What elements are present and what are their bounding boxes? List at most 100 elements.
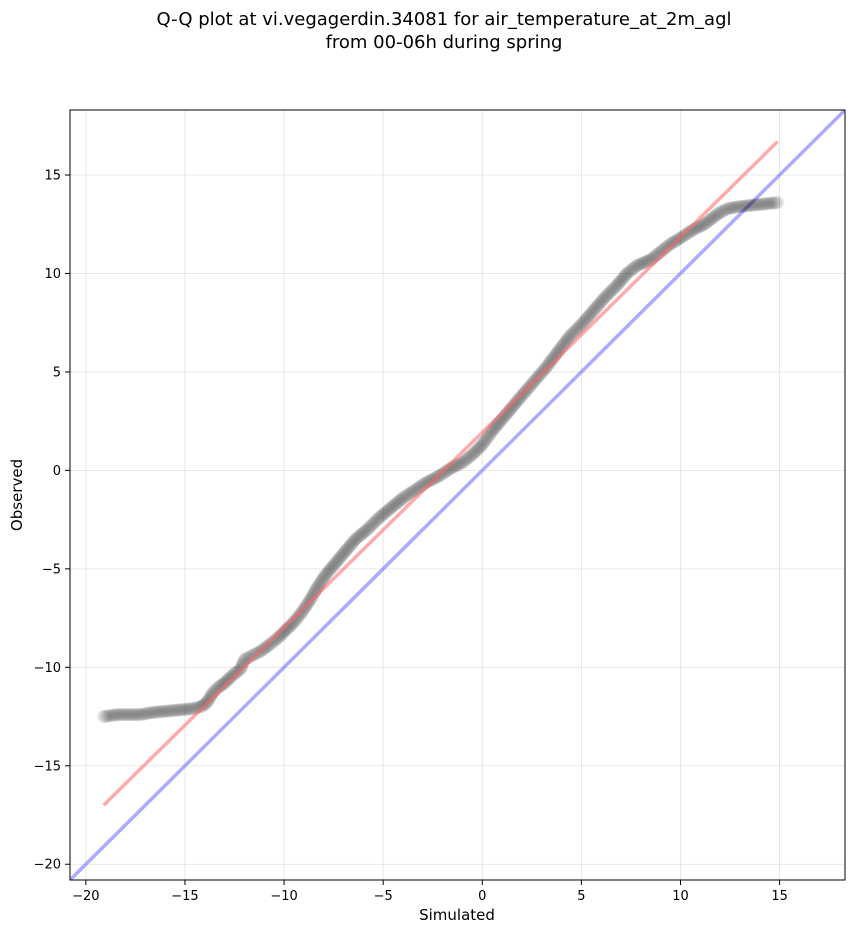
quantile-point <box>541 358 555 372</box>
quantile-point <box>134 708 148 722</box>
plot-content <box>70 110 845 880</box>
quantile-point <box>464 449 478 463</box>
quantile-point <box>180 702 194 716</box>
quantile-point <box>630 259 644 273</box>
quantile-point <box>105 708 119 722</box>
quantile-point <box>477 436 491 450</box>
quantile-point <box>769 196 783 210</box>
quantile-point <box>578 313 592 327</box>
quantile-point <box>392 495 406 509</box>
quantile-point <box>580 312 594 326</box>
quantile-point <box>174 703 188 717</box>
quantile-point <box>475 438 489 452</box>
quantile-point <box>334 550 348 564</box>
quantile-point <box>747 198 761 212</box>
x-axis-label: Simulated <box>419 906 495 924</box>
quantile-point <box>481 429 495 443</box>
quantile-point <box>702 214 716 228</box>
quantile-point <box>203 691 217 705</box>
quantile-point <box>386 500 400 514</box>
fit-line <box>102 140 779 807</box>
quantile-point <box>101 709 115 723</box>
quantile-point <box>603 286 617 300</box>
quantile-point <box>398 490 412 504</box>
quantile-point <box>472 441 486 455</box>
quantile-point <box>160 704 174 718</box>
quantile-point <box>170 703 184 717</box>
quantile-point <box>144 706 158 720</box>
quantile-point <box>460 452 474 466</box>
quantile-point <box>564 328 578 342</box>
quantile-point <box>320 566 334 580</box>
y-axis-label: Observed <box>8 459 26 531</box>
y-tick-label: 5 <box>53 365 61 380</box>
quantile-point <box>719 202 733 216</box>
quantile-point <box>380 504 394 518</box>
quantile-point <box>218 676 232 690</box>
quantile-point <box>542 356 556 370</box>
identity-line <box>70 110 845 880</box>
quantile-point <box>753 197 767 211</box>
quantile-point <box>294 607 308 621</box>
quantile-point <box>484 426 498 440</box>
quantile-point <box>245 648 259 662</box>
quantile-point <box>705 211 719 225</box>
quantile-point <box>759 197 773 211</box>
quantile-point <box>313 576 327 590</box>
quantile-point <box>366 517 380 531</box>
quantile-point <box>326 559 340 573</box>
quantile-point <box>223 671 237 685</box>
quantile-point <box>438 465 452 479</box>
quantile-point <box>178 702 192 716</box>
quantile-point <box>340 543 354 557</box>
quantile-point <box>140 706 154 720</box>
quantile-point <box>345 537 359 551</box>
quantile-point <box>560 333 574 347</box>
quantile-point <box>329 556 343 570</box>
quantile-point <box>568 324 582 338</box>
quantile-point <box>353 529 367 543</box>
quantile-point <box>194 700 208 714</box>
quantile-point <box>735 199 749 213</box>
quantile-point <box>727 200 741 214</box>
quantile-point <box>615 272 629 286</box>
quantile-point <box>565 327 579 341</box>
quantile-point <box>570 322 584 336</box>
quantile-point <box>755 197 769 211</box>
quantile-point <box>628 260 642 274</box>
quantile-point <box>480 431 494 445</box>
quantile-point <box>117 708 131 722</box>
quantile-point <box>337 546 351 560</box>
quantile-point <box>613 275 627 289</box>
quantile-point <box>585 305 599 319</box>
quantile-point <box>715 204 729 218</box>
quantile-point <box>377 507 391 521</box>
quantile-point <box>729 200 743 214</box>
quantile-point <box>403 486 417 500</box>
chart-title-line-2: from 00-06h during spring <box>326 32 563 53</box>
quantile-point <box>111 708 125 722</box>
quantile-point <box>359 524 373 538</box>
quantile-point <box>610 278 624 292</box>
quantile-point <box>115 708 129 722</box>
quantile-point <box>604 284 618 298</box>
quantile-point <box>590 299 604 313</box>
quantile-point <box>576 316 590 330</box>
quantile-point <box>763 196 777 210</box>
quantile-point <box>577 315 591 329</box>
quantile-point <box>291 610 305 624</box>
quantile-point <box>146 705 160 719</box>
quantile-point <box>452 457 466 471</box>
quantile-point <box>219 675 233 689</box>
quantile-point <box>617 269 631 283</box>
quantile-point <box>354 527 368 541</box>
quantile-point <box>292 608 306 622</box>
quantile-point <box>315 573 329 587</box>
quantile-point <box>362 521 376 535</box>
quantile-point <box>598 290 612 304</box>
quantile-point <box>743 198 757 212</box>
quantile-point <box>350 531 364 545</box>
quantile-point <box>332 552 346 566</box>
quantile-point <box>363 520 377 534</box>
quantile-point <box>614 274 628 288</box>
